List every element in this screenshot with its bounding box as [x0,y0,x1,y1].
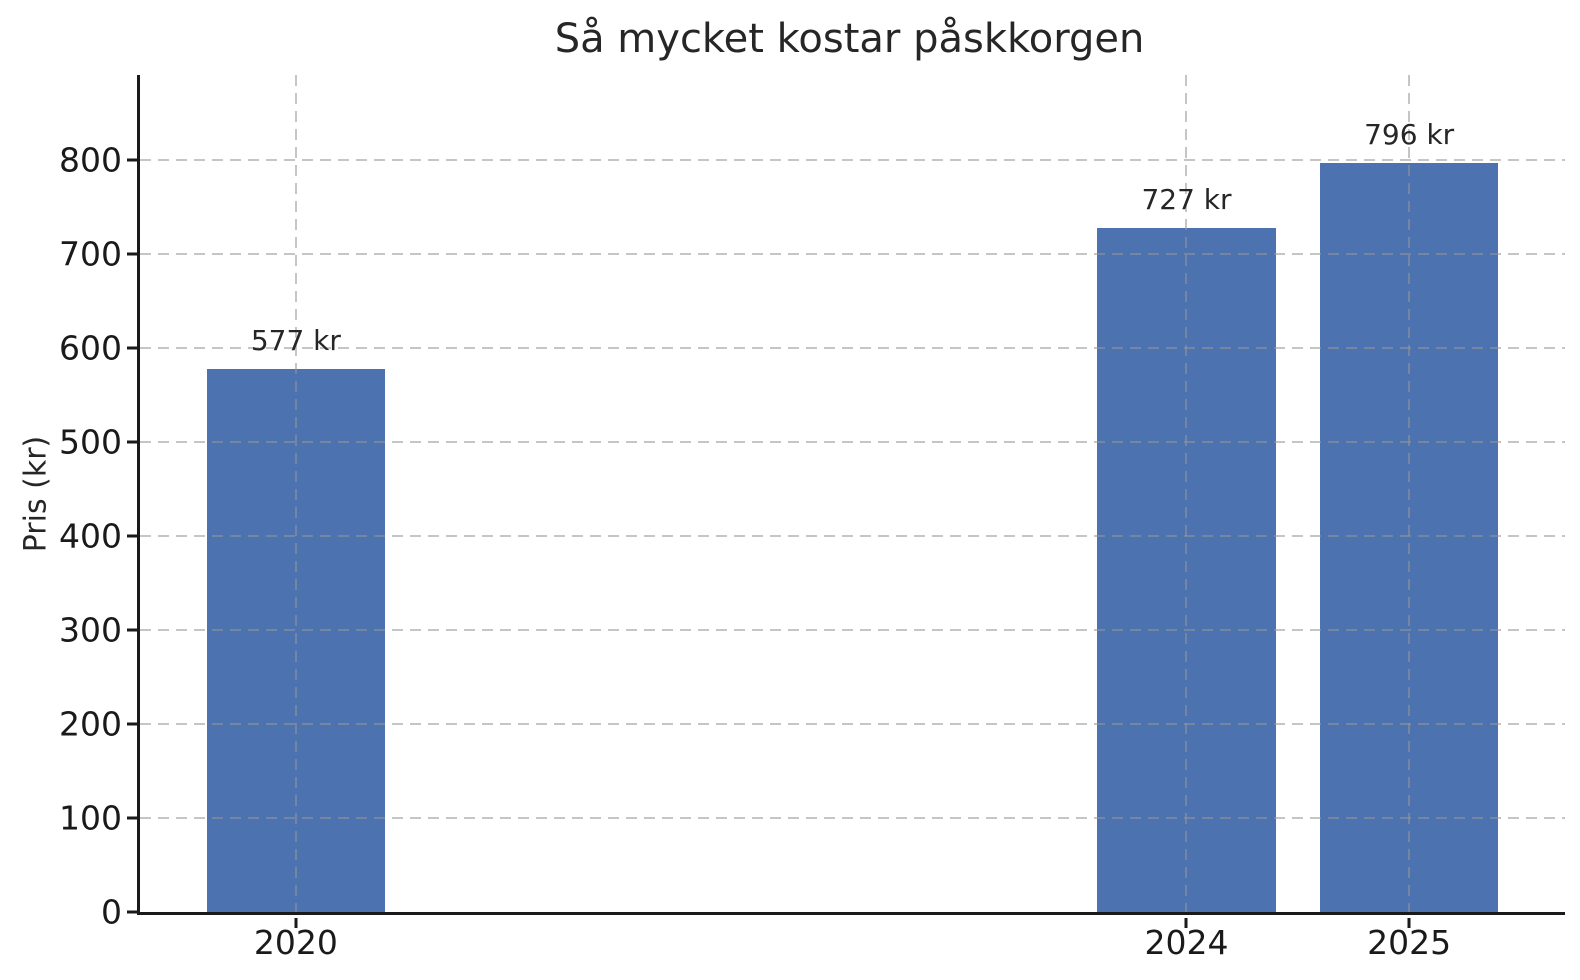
y-tick-label: 200 [59,704,122,744]
bar-2020 [206,369,385,912]
x-tick-label: 2025 [1367,923,1452,962]
bar-value-label: 727 kr [1141,183,1232,217]
x-tick-2025 [1407,918,1411,928]
gridline-h-800 [140,158,1565,161]
y-tick-400 [127,534,137,538]
bar-2025 [1320,163,1499,912]
bar-value-label: 796 kr [1364,118,1455,152]
y-tick-label: 600 [59,328,122,368]
plot-area: 577 kr 727 kr 796 kr 0 100 200 300 400 500 600 700… [59,75,1565,959]
y-tick-300 [127,628,137,632]
y-axis-label: Pris (kr) [18,435,54,553]
y-tick-label: 700 [59,234,122,274]
x-tick-label: 2024 [1144,923,1229,962]
y-tick-500 [127,440,137,444]
chart-title: Så mycket kostar påskkorgen [554,16,1145,62]
y-tick-label: 100 [59,798,122,838]
y-tick-0 [127,910,137,914]
y-tick-600 [127,346,137,350]
bar-2024 [1097,228,1276,912]
y-tick-label: 300 [59,610,122,650]
y-tick-label: 400 [59,516,122,556]
y-tick-200 [127,722,137,726]
x-tick-2024 [1184,918,1188,928]
y-tick-700 [127,252,137,256]
y-tick-label: 500 [59,422,122,462]
y-tick-100 [127,816,137,820]
x-tick-2020 [294,918,298,928]
y-tick-800 [127,158,137,162]
y-tick-label: 800 [59,140,122,180]
y-tick-label: 0 [101,892,122,932]
x-tick-label: 2020 [253,923,338,962]
bar-value-label: 577 kr [250,324,341,358]
